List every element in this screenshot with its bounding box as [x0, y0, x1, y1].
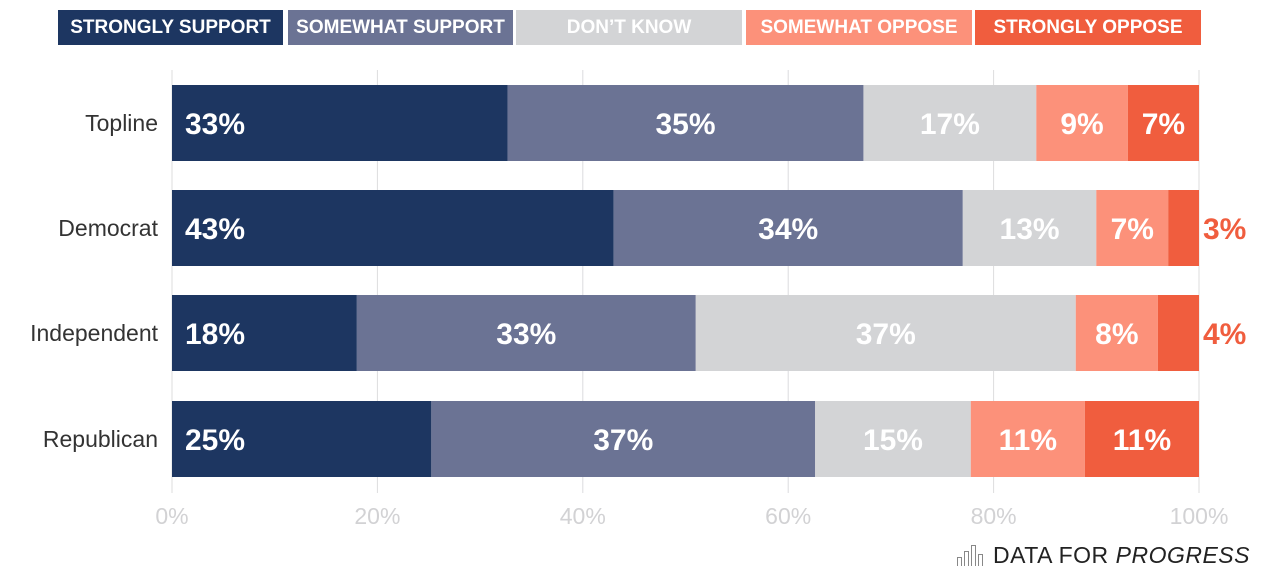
category-label: Republican: [43, 426, 158, 452]
bar-segment: [1036, 85, 1128, 161]
data-label: 43%: [185, 213, 245, 246]
bar-segment: [1075, 295, 1158, 371]
bar-segment: [172, 190, 614, 266]
legend-item: DON’T KNOW: [516, 10, 742, 45]
data-label: 34%: [758, 213, 818, 246]
data-label: 17%: [920, 108, 980, 141]
bar-segment: [962, 190, 1097, 266]
bar-chart-logo-icon: [957, 544, 985, 566]
x-tick-label: 60%: [765, 503, 811, 529]
data-label: 4%: [1203, 318, 1246, 351]
data-label: 25%: [185, 424, 245, 457]
bar-segment: [172, 295, 357, 371]
brand-strong: PROGRESS: [1115, 542, 1250, 568]
chart: 0% 20% 40% 60% 80% 100% Topline 33% 35% 17% 9% 7% De…: [30, 70, 1246, 529]
x-tick-label: 40%: [560, 503, 606, 529]
data-label: 18%: [185, 318, 245, 351]
data-label: 11%: [999, 424, 1057, 457]
bar-segment: [507, 85, 864, 161]
bar-segment: [1084, 401, 1199, 477]
category-label: Democrat: [58, 215, 158, 241]
data-label: 33%: [496, 318, 556, 351]
data-label: 8%: [1095, 318, 1138, 351]
bar-segment: [1157, 295, 1199, 371]
category-label: Topline: [85, 110, 158, 136]
bar-segment: [815, 401, 971, 477]
bar-segment: [970, 401, 1085, 477]
data-label: 15%: [863, 424, 923, 457]
x-tick-label: 100%: [1170, 503, 1229, 529]
legend-item: SOMEWHAT OPPOSE: [746, 10, 972, 45]
bar-segment: [172, 401, 432, 477]
data-label: 37%: [856, 318, 916, 351]
data-label: 7%: [1111, 213, 1154, 246]
data-label: 35%: [655, 108, 715, 141]
data-label: 11%: [1113, 424, 1171, 457]
bar-segment: [1096, 190, 1169, 266]
bar-segment: [613, 190, 963, 266]
bar-segment: [863, 85, 1037, 161]
category-label: Independent: [30, 320, 159, 346]
data-label: 13%: [1000, 213, 1060, 246]
bar-segment: [695, 295, 1076, 371]
legend-item: SOMEWHAT SUPPORT: [288, 10, 513, 45]
bar-segment: [1168, 190, 1199, 266]
bar-segment: [1127, 85, 1199, 161]
x-tick-label: 80%: [971, 503, 1017, 529]
bar-segment: [172, 85, 508, 161]
x-tick-label: 0%: [155, 503, 188, 529]
data-label: 9%: [1060, 108, 1103, 141]
legend-item: STRONGLY SUPPORT: [58, 10, 283, 45]
bar-segment: [356, 295, 696, 371]
legend-item: STRONGLY OPPOSE: [975, 10, 1201, 45]
data-label: 7%: [1142, 108, 1185, 141]
bar-segment: [431, 401, 816, 477]
x-tick-label: 20%: [354, 503, 400, 529]
brand-logo: DATA FOR PROGRESS: [957, 542, 1250, 569]
data-label: 3%: [1203, 213, 1246, 246]
brand-light: DATA FOR: [993, 542, 1109, 568]
data-label: 33%: [185, 108, 245, 141]
data-label: 37%: [593, 424, 653, 457]
